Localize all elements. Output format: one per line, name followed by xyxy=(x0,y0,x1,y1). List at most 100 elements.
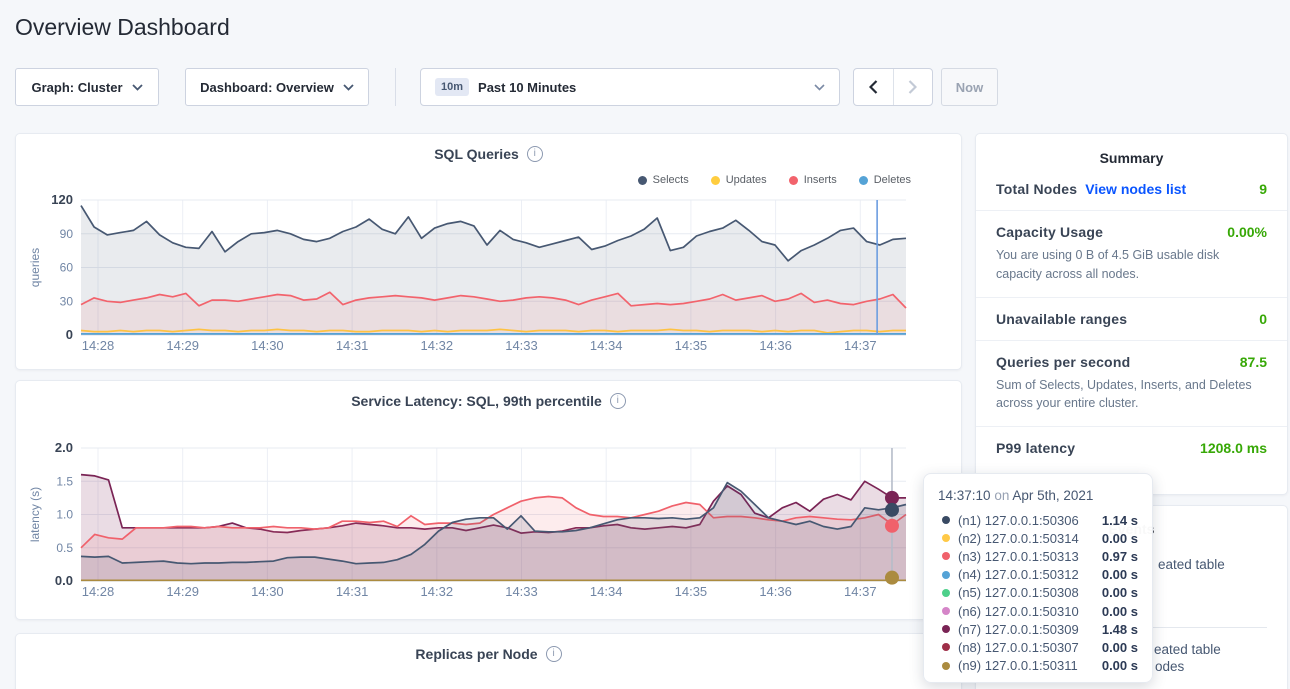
summary-row-capacity: Capacity Usage 0.00% You are using 0 B o… xyxy=(976,211,1287,298)
tooltip-node-label: (n7) 127.0.0.1:50309 xyxy=(958,622,1079,637)
series-dot-icon xyxy=(942,589,950,597)
dashboard-dropdown-label: Dashboard: Overview xyxy=(200,80,334,95)
svg-text:14:37: 14:37 xyxy=(844,584,877,599)
tooltip-row: (n2) 127.0.0.1:50314 0.00 s xyxy=(938,529,1138,547)
tooltip-node-value: 0.00 s xyxy=(1102,640,1138,655)
time-next-button[interactable] xyxy=(893,69,933,105)
view-nodes-list-link[interactable]: View nodes list xyxy=(1085,181,1186,197)
sql-queries-title: SQL Queries xyxy=(434,146,519,162)
toolbar-divider xyxy=(395,68,396,106)
tooltip-node-value: 1.14 s xyxy=(1102,513,1138,528)
legend-item[interactable]: Deletes xyxy=(859,174,911,186)
series-dot-icon xyxy=(942,516,950,524)
tooltip-node-label: (n2) 127.0.0.1:50314 xyxy=(958,531,1079,546)
svg-text:14:34: 14:34 xyxy=(590,584,623,599)
tooltip-row: (n7) 127.0.0.1:50309 1.48 s xyxy=(938,620,1138,638)
latency-chart[interactable]: 14:2814:2914:3014:3114:3214:3314:3414:35… xyxy=(16,381,961,619)
p99-latency-label: P99 latency xyxy=(996,440,1075,456)
svg-text:0.5: 0.5 xyxy=(56,541,73,555)
chevron-right-icon xyxy=(908,80,917,94)
legend-item[interactable]: Inserts xyxy=(789,174,837,186)
svg-text:90: 90 xyxy=(60,227,74,241)
tooltip-row: (n9) 127.0.0.1:50311 0.00 s xyxy=(938,657,1138,675)
event-text-fragment: eated table xyxy=(1158,557,1225,572)
tooltip-node-value: 0.00 s xyxy=(1102,604,1138,619)
tooltip-node-value: 0.00 s xyxy=(1102,567,1138,582)
legend-item[interactable]: Selects xyxy=(638,174,689,186)
tooltip-row: (n8) 127.0.0.1:503070.00 s xyxy=(938,638,1138,656)
tooltip-node-value: 1.48 s xyxy=(1102,622,1138,637)
svg-text:14:28: 14:28 xyxy=(82,338,115,353)
svg-text:14:33: 14:33 xyxy=(505,338,538,353)
svg-text:120: 120 xyxy=(51,192,73,207)
graph-dropdown-label: Graph: Cluster xyxy=(31,80,122,95)
svg-text:14:36: 14:36 xyxy=(759,338,792,353)
series-dot-icon xyxy=(942,662,950,670)
capacity-usage-label: Capacity Usage xyxy=(996,224,1103,240)
sql-chart[interactable]: 14:2814:2914:3014:3114:3214:3314:3414:35… xyxy=(16,134,961,369)
page-title: Overview Dashboard xyxy=(15,14,230,41)
info-icon[interactable]: i xyxy=(610,393,626,409)
now-button[interactable]: Now xyxy=(941,68,998,106)
qps-caption: Sum of Selects, Updates, Inserts, and De… xyxy=(996,376,1267,414)
legend-dot-icon xyxy=(789,176,798,185)
total-nodes-label: Total Nodes xyxy=(996,181,1077,197)
capacity-usage-caption: You are using 0 B of 4.5 GiB usable disk… xyxy=(996,246,1267,284)
svg-text:14:35: 14:35 xyxy=(675,584,708,599)
svg-text:14:28: 14:28 xyxy=(82,584,115,599)
legend-dot-icon xyxy=(859,176,868,185)
sql-queries-panel: SQL Queries i Selects Updates Inserts Delet… xyxy=(15,133,962,370)
tooltip-node-value: 0.00 s xyxy=(1102,531,1138,546)
tooltip-row: (n6) 127.0.0.1:503100.00 s xyxy=(938,602,1138,620)
sql-queries-legend: Selects Updates Inserts Deletes xyxy=(638,174,911,186)
graph-dropdown[interactable]: Graph: Cluster xyxy=(15,68,159,106)
chart-hover-tooltip: 14:37:10 on Apr 5th, 2021 (n1) 127.0.0.1… xyxy=(923,473,1153,683)
replicas-per-node-panel: Replicas per Node i xyxy=(15,633,962,689)
svg-text:14:35: 14:35 xyxy=(675,338,708,353)
tooltip-node-label: (n3) 127.0.0.1:50313 xyxy=(958,549,1079,564)
svg-text:60: 60 xyxy=(60,261,74,275)
svg-text:14:30: 14:30 xyxy=(251,584,284,599)
svg-text:0: 0 xyxy=(66,327,73,342)
tooltip-row: (n3) 127.0.0.1:503130.97 s xyxy=(938,547,1138,565)
legend-dot-icon xyxy=(638,176,647,185)
chevron-down-icon xyxy=(814,84,825,91)
tooltip-node-label: (n4) 127.0.0.1:50312 xyxy=(958,567,1079,582)
replicas-per-node-title: Replicas per Node xyxy=(415,646,537,662)
qps-value: 87.5 xyxy=(1240,354,1267,370)
time-range-dropdown[interactable]: 10m Past 10 Minutes xyxy=(420,68,840,106)
svg-text:14:33: 14:33 xyxy=(505,584,538,599)
service-latency-title: Service Latency: SQL, 99th percentile xyxy=(351,393,602,409)
svg-text:14:31: 14:31 xyxy=(336,338,369,353)
dashboard-dropdown[interactable]: Dashboard: Overview xyxy=(185,68,369,106)
tooltip-node-label: (n9) 127.0.0.1:50311 xyxy=(958,658,1078,673)
capacity-usage-value: 0.00% xyxy=(1227,224,1267,240)
unavailable-ranges-label: Unavailable ranges xyxy=(996,311,1127,327)
tooltip-node-value: 0.00 s xyxy=(1102,658,1138,673)
svg-text:0.0: 0.0 xyxy=(55,573,73,588)
svg-text:latency (s): latency (s) xyxy=(28,487,42,542)
svg-text:1.5: 1.5 xyxy=(56,474,73,488)
series-dot-icon xyxy=(942,607,950,615)
svg-text:14:31: 14:31 xyxy=(336,584,369,599)
event-text-fragment: odes xyxy=(1155,659,1184,674)
tooltip-node-value: 0.00 s xyxy=(1102,585,1138,600)
tooltip-node-label: (n5) 127.0.0.1:50308 xyxy=(958,585,1079,600)
summary-heading: Summary xyxy=(976,134,1287,168)
service-latency-panel: Service Latency: SQL, 99th percentile i … xyxy=(15,380,962,620)
svg-text:14:29: 14:29 xyxy=(166,338,199,353)
legend-item[interactable]: Updates xyxy=(711,174,767,186)
svg-text:14:29: 14:29 xyxy=(166,584,199,599)
svg-text:30: 30 xyxy=(60,294,74,308)
tooltip-timestamp: 14:37:10 on Apr 5th, 2021 xyxy=(938,488,1138,503)
p99-latency-value: 1208.0 ms xyxy=(1200,440,1267,456)
chevron-down-icon xyxy=(132,84,143,91)
svg-text:2.0: 2.0 xyxy=(55,440,73,455)
info-icon[interactable]: i xyxy=(527,146,543,162)
chevron-down-icon xyxy=(343,84,354,91)
series-dot-icon xyxy=(942,534,950,542)
series-dot-icon xyxy=(942,625,950,633)
info-icon[interactable]: i xyxy=(546,646,562,662)
time-prev-button[interactable] xyxy=(854,69,893,105)
series-dot-icon xyxy=(942,571,950,579)
